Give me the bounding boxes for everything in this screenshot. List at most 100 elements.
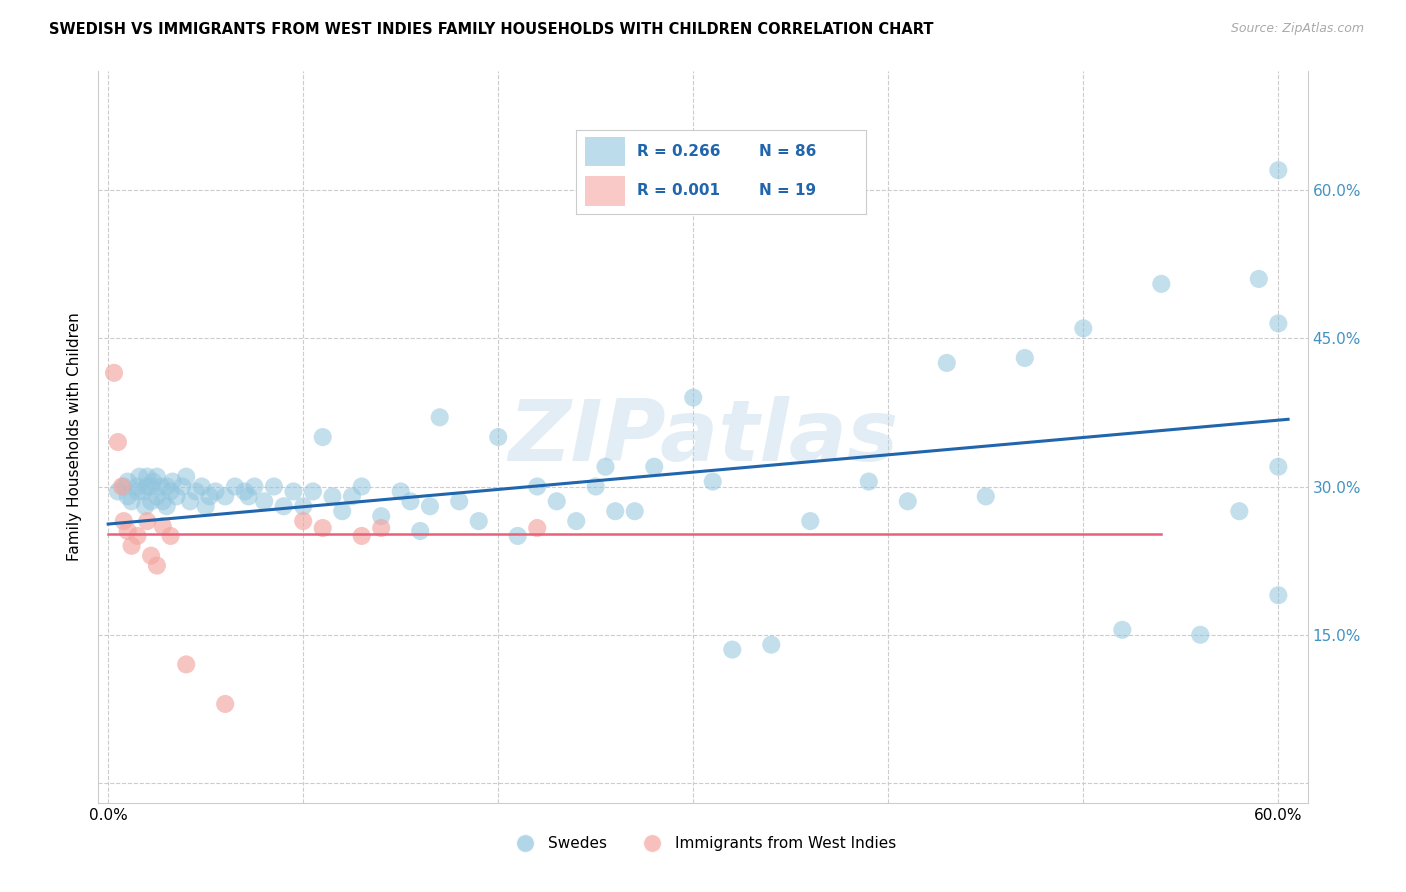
Point xyxy=(253,494,276,508)
Point xyxy=(1150,277,1173,291)
Point xyxy=(799,514,821,528)
Point xyxy=(214,697,236,711)
Point xyxy=(565,514,588,528)
Point xyxy=(273,500,295,514)
Point xyxy=(312,430,335,444)
Point xyxy=(184,484,207,499)
Point xyxy=(146,558,169,573)
Point xyxy=(139,549,162,563)
Point xyxy=(159,529,181,543)
Point xyxy=(117,489,139,503)
Point xyxy=(165,489,187,503)
Point xyxy=(156,500,179,514)
Point xyxy=(156,479,179,493)
Point xyxy=(142,475,165,489)
Point xyxy=(204,484,226,499)
Point xyxy=(292,500,315,514)
Point xyxy=(224,479,246,493)
Point xyxy=(702,475,724,489)
Point xyxy=(449,494,471,508)
Point xyxy=(103,366,125,380)
Point xyxy=(585,479,607,493)
Point xyxy=(312,521,335,535)
Point xyxy=(302,484,325,499)
Point xyxy=(134,500,156,514)
Point xyxy=(761,638,783,652)
Point xyxy=(429,410,451,425)
Point xyxy=(174,657,197,672)
Point xyxy=(419,500,441,514)
Point xyxy=(121,539,143,553)
Point xyxy=(1267,588,1289,602)
Point xyxy=(350,479,373,493)
Point xyxy=(321,489,343,503)
Point xyxy=(107,484,129,499)
Point xyxy=(389,484,412,499)
Text: SWEDISH VS IMMIGRANTS FROM WEST INDIES FAMILY HOUSEHOLDS WITH CHILDREN CORRELATI: SWEDISH VS IMMIGRANTS FROM WEST INDIES F… xyxy=(49,22,934,37)
Legend: Swedes, Immigrants from West Indies: Swedes, Immigrants from West Indies xyxy=(503,830,903,857)
Point xyxy=(546,494,568,508)
Point xyxy=(643,459,665,474)
Y-axis label: Family Households with Children: Family Households with Children xyxy=(67,313,83,561)
Point xyxy=(172,479,194,493)
Point xyxy=(897,494,920,508)
Point xyxy=(682,391,704,405)
Point xyxy=(139,494,162,508)
Point xyxy=(1267,163,1289,178)
Point xyxy=(112,514,135,528)
Point xyxy=(526,479,548,493)
Point xyxy=(139,479,162,493)
Point xyxy=(127,484,149,499)
Point xyxy=(526,521,548,535)
Point xyxy=(506,529,529,543)
Point xyxy=(858,475,880,489)
Point xyxy=(194,500,217,514)
Point xyxy=(191,479,214,493)
Point xyxy=(1189,628,1212,642)
Point xyxy=(1111,623,1133,637)
Point xyxy=(117,475,139,489)
Point xyxy=(179,494,201,508)
Point xyxy=(340,489,363,503)
Point xyxy=(132,484,155,499)
Point xyxy=(121,494,143,508)
Point xyxy=(146,489,169,503)
Point xyxy=(152,519,174,533)
Point xyxy=(146,469,169,483)
Point xyxy=(112,479,135,493)
Point xyxy=(283,484,305,499)
Point xyxy=(292,514,315,528)
Point xyxy=(330,504,353,518)
Point xyxy=(370,509,392,524)
Point xyxy=(1247,272,1270,286)
Point xyxy=(263,479,285,493)
Point xyxy=(467,514,489,528)
Point xyxy=(370,521,392,535)
Point xyxy=(935,356,957,370)
Text: Source: ZipAtlas.com: Source: ZipAtlas.com xyxy=(1230,22,1364,36)
Point xyxy=(214,489,236,503)
Point xyxy=(107,435,129,450)
Point xyxy=(1014,351,1036,365)
Point xyxy=(1267,459,1289,474)
Point xyxy=(1227,504,1250,518)
Point xyxy=(238,489,260,503)
Point xyxy=(136,514,159,528)
Point xyxy=(605,504,627,518)
Text: ZIPatlas: ZIPatlas xyxy=(508,395,898,479)
Point xyxy=(136,469,159,483)
Point xyxy=(623,504,645,518)
Point xyxy=(111,479,134,493)
Point xyxy=(174,469,197,483)
Point xyxy=(117,524,139,538)
Point xyxy=(486,430,509,444)
Point xyxy=(721,642,744,657)
Point xyxy=(127,529,149,543)
Point xyxy=(595,459,617,474)
Point xyxy=(350,529,373,543)
Point xyxy=(198,489,221,503)
Point xyxy=(159,484,181,499)
Point xyxy=(136,479,159,493)
Point xyxy=(974,489,997,503)
Point xyxy=(1267,317,1289,331)
